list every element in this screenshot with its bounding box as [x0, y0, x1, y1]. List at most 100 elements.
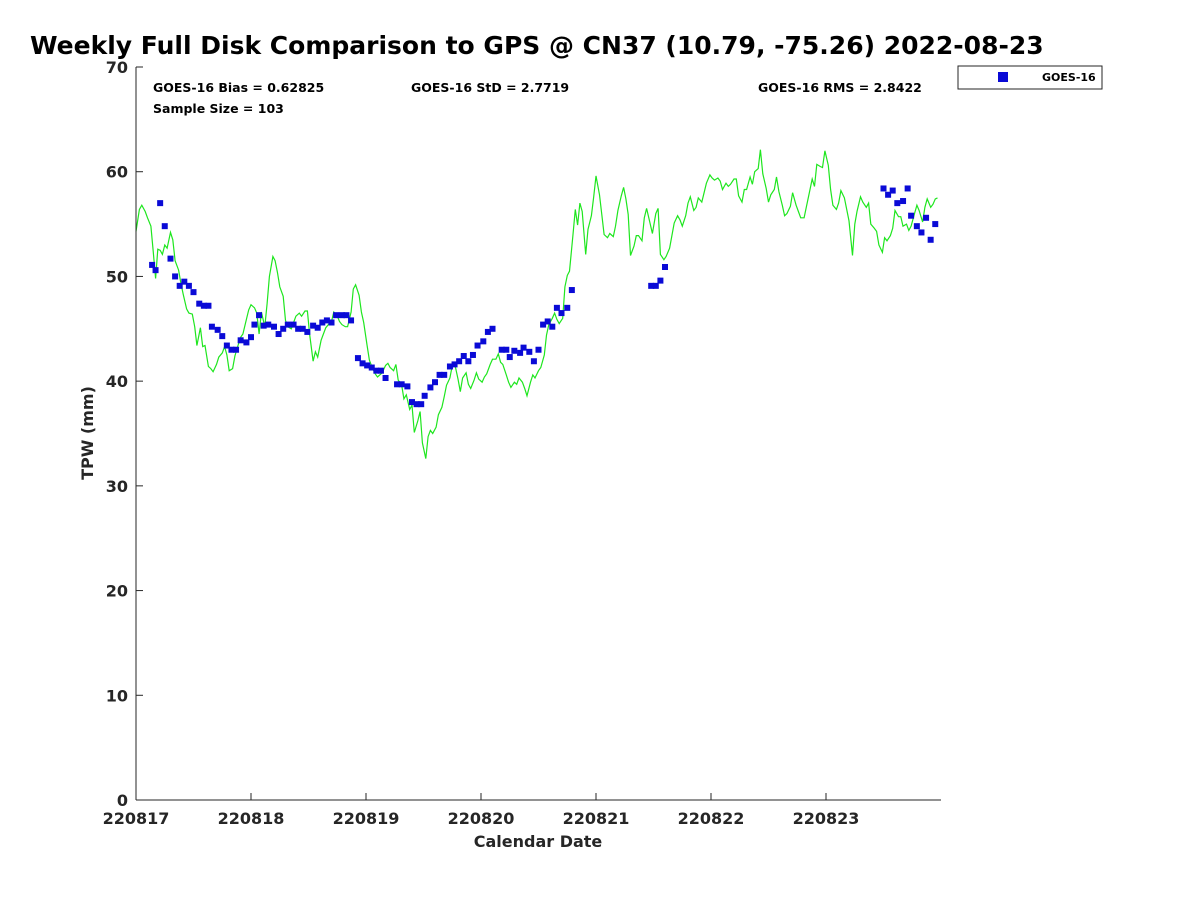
goes-data-point [157, 200, 164, 207]
goes-data-point [540, 321, 547, 328]
x-tick-label: 220823 [793, 809, 860, 828]
goes-data-point [310, 322, 317, 329]
goes-data-point [503, 346, 510, 353]
goes-data-point [568, 287, 575, 294]
goes-data-point [359, 360, 366, 367]
y-tick-label: 30 [106, 477, 128, 496]
goes-data-point [918, 229, 925, 236]
goes-data-point [409, 399, 415, 406]
goes-data-point [243, 339, 250, 346]
goes-data-point [398, 381, 405, 388]
goes-data-point [304, 328, 311, 335]
goes-data-point [237, 337, 244, 344]
goes-data-point [205, 302, 212, 309]
goes-data-point [520, 344, 527, 351]
goes-data-point [923, 214, 930, 221]
legend: GOES-16 [957, 65, 1103, 90]
goes-data-point [382, 375, 389, 382]
goes-data-point [517, 349, 524, 356]
y-tick-label: 10 [106, 686, 128, 705]
goes-data-point [223, 342, 230, 349]
y-tick-label: 60 [106, 163, 128, 182]
goes-data-point [456, 358, 463, 365]
bias-stat: GOES-16 Bias = 0.62825 [153, 80, 324, 95]
goes-data-point [469, 351, 476, 358]
goes-data-point [172, 273, 179, 280]
goes-data-point [314, 324, 321, 331]
goes-data-point [275, 331, 282, 338]
x-tick-label: 220822 [678, 809, 745, 828]
goes-data-point [354, 355, 361, 362]
goes-data-point [927, 236, 934, 243]
goes-data-point [427, 384, 434, 391]
y-tick-label: 50 [106, 267, 128, 286]
goes-data-point [299, 325, 306, 332]
goes-data-point [181, 278, 188, 285]
goes-data-point [190, 289, 197, 296]
goes-data-point [208, 323, 215, 330]
goes-data-point [558, 310, 565, 317]
goes-data-point [446, 363, 453, 370]
goes-data-point [432, 379, 438, 386]
goes-data-point [894, 200, 901, 207]
goes-data-point [251, 321, 258, 328]
goes-data-point [200, 302, 207, 309]
goes-data-point [648, 282, 655, 289]
y-axis-ticks: 0 10 20 30 40 50 60 70 [106, 58, 143, 810]
y-axis-label: TPW (mm) [78, 386, 97, 480]
goes-data-point [348, 317, 355, 324]
goes-data-point [295, 325, 302, 332]
goes-data-point [885, 191, 892, 198]
goes-data-point [480, 338, 487, 345]
x-axis-ticks: 220817 220818 220819 220820 220821 220822 2208… [103, 793, 860, 828]
y-tick-label: 40 [106, 372, 128, 391]
x-tick-label: 220817 [103, 809, 170, 828]
plot-area: 220817 220818 220819 220820 220821 220822 2208… [103, 58, 941, 828]
goes-data-point [418, 401, 425, 408]
goes-data-point [284, 321, 291, 328]
goes-data-point [662, 264, 668, 271]
goes-data-point [373, 367, 380, 374]
goes-data-point [652, 282, 659, 289]
std-stat: GOES-16 StD = 2.7719 [411, 80, 569, 95]
goes-data-point [214, 326, 221, 333]
goes-data-point [889, 187, 896, 194]
goes-data-point [506, 354, 513, 361]
goes-data-point [149, 261, 156, 268]
goes-data-point [333, 312, 340, 319]
goes-data-point [498, 346, 505, 353]
legend-marker-goes [998, 72, 1008, 82]
goes-data-point [185, 282, 192, 289]
goes-data-point [484, 328, 491, 335]
goes-data-point [343, 312, 350, 319]
legend-box [957, 65, 1103, 90]
goes-data-point [460, 353, 467, 360]
goes-data-point [196, 300, 203, 307]
x-tick-label: 220819 [333, 809, 400, 828]
y-tick-label: 0 [117, 791, 128, 810]
sample-size-stat: Sample Size = 103 [153, 101, 284, 116]
goes-data-point [932, 221, 939, 228]
goes-data-point [271, 323, 277, 330]
goes-data-point [900, 198, 907, 205]
goes-data-point [535, 346, 542, 353]
rms-stat: GOES-16 RMS = 2.8422 [758, 80, 922, 95]
goes-data-point [511, 347, 518, 354]
goes-series-layer [149, 185, 939, 408]
goes-data-point [904, 185, 911, 192]
goes-data-point [176, 282, 183, 289]
goes-data-point [549, 323, 556, 330]
goes-data-point [167, 255, 174, 262]
goes-data-point [441, 371, 448, 378]
goes-data-point [161, 223, 168, 230]
goes-data-point [328, 319, 335, 326]
goes-data-point [657, 277, 664, 284]
goes-data-point [319, 319, 326, 326]
goes-data-point [489, 325, 496, 332]
goes-data-point [323, 317, 330, 324]
goes-data-point [280, 325, 287, 332]
goes-data-point [338, 312, 345, 319]
gps-series-line [135, 149, 938, 459]
goes-data-point [228, 346, 235, 353]
